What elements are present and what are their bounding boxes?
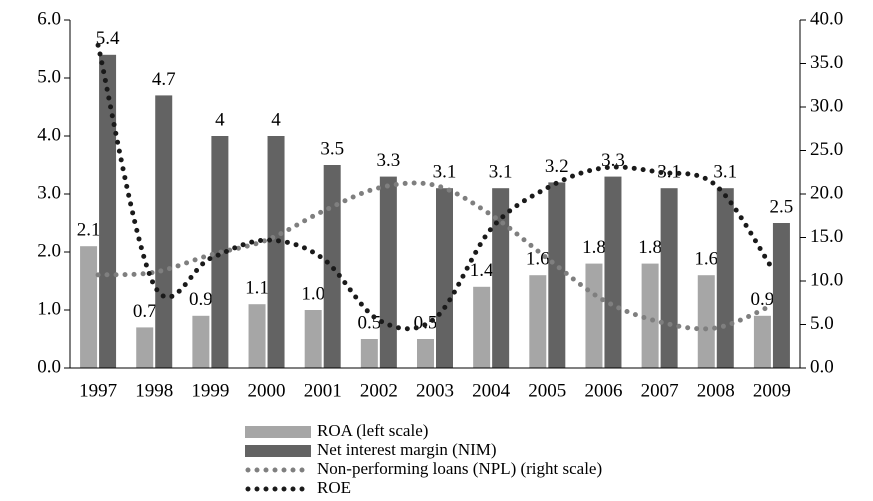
y-tick-label: 1.0 [37, 298, 61, 319]
value-label: 3.3 [601, 150, 625, 171]
legend-label: Net interest margin (NIM) [317, 440, 497, 459]
legend-swatch [245, 426, 311, 438]
value-label: 3.2 [545, 156, 569, 177]
value-label: 1.4 [470, 260, 494, 281]
y2-tick-label: 0.0 [810, 356, 834, 377]
bar [99, 54, 117, 369]
value-label: 0.7 [133, 301, 157, 322]
value-label: 3.5 [320, 138, 344, 159]
bar [379, 176, 397, 368]
y-tick-label: 0.0 [37, 356, 61, 377]
bar [436, 188, 453, 368]
x-tick-label: 2006 [584, 380, 622, 401]
value-label: 3.1 [489, 162, 513, 183]
bar [697, 275, 715, 368]
bar [80, 246, 98, 368]
y2-tick-label: 25.0 [810, 139, 843, 160]
y2-tick-label: 15.0 [810, 226, 843, 247]
bar [155, 95, 173, 369]
bar [660, 188, 678, 368]
bar [192, 315, 210, 368]
x-tick-label: 1997 [79, 380, 117, 401]
value-label: 4 [215, 109, 225, 130]
legend-label: Non-performing loans (NPL) (right scale) [317, 459, 602, 478]
bar [248, 304, 266, 368]
y-tick-label: 2.0 [37, 240, 61, 261]
y-tick-label: 4.0 [37, 124, 61, 145]
x-tick-label: 2004 [472, 380, 511, 401]
value-label: 1.6 [694, 249, 718, 270]
value-label: 0.5 [357, 312, 381, 333]
x-tick-label: 2008 [697, 380, 735, 401]
bar [304, 310, 322, 368]
value-label: 1.8 [582, 237, 606, 258]
value-label: 4 [271, 109, 281, 130]
x-tick-label: 2000 [248, 380, 286, 401]
y2-tick-label: 10.0 [810, 269, 843, 290]
bar [529, 275, 547, 368]
bar [473, 286, 491, 368]
x-tick-label: 2009 [753, 380, 791, 401]
x-tick-label: 2001 [304, 380, 342, 401]
y2-tick-label: 40.0 [810, 8, 843, 29]
value-label: 4.7 [152, 69, 176, 90]
x-tick-label: 2005 [528, 380, 566, 401]
legend-label: ROA (left scale) [317, 421, 428, 440]
y-tick-label: 6.0 [37, 8, 61, 29]
x-tick-label: 1999 [191, 380, 229, 401]
value-label: 3.1 [433, 162, 457, 183]
x-tick-label: 2007 [641, 380, 679, 401]
bar [548, 182, 566, 368]
bar [360, 339, 378, 368]
line [95, 180, 775, 332]
value-label: 3.3 [376, 150, 400, 171]
value-label: 0.9 [189, 289, 213, 310]
bar [417, 339, 434, 368]
value-label: 1.1 [245, 278, 269, 299]
value-label: 1.0 [301, 283, 325, 304]
bar [716, 188, 734, 368]
y2-tick-label: 5.0 [810, 313, 834, 334]
y-tick-label: 3.0 [37, 182, 61, 203]
x-tick-label: 2002 [360, 380, 398, 401]
bar [772, 223, 790, 368]
y2-tick-label: 20.0 [810, 182, 843, 203]
bar [753, 315, 771, 368]
value-label: 5.4 [96, 28, 120, 49]
value-label: 2.5 [770, 196, 794, 217]
y-tick-label: 5.0 [37, 66, 61, 87]
legend-label: ROE [317, 478, 351, 497]
x-tick-label: 2003 [416, 380, 454, 401]
bar [492, 188, 510, 368]
legend-swatch [245, 445, 311, 457]
x-tick-label: 1998 [135, 380, 173, 401]
value-label: 1.8 [638, 237, 662, 258]
value-label: 3.1 [713, 162, 737, 183]
value-label: 1.6 [526, 249, 550, 270]
y2-tick-label: 35.0 [810, 52, 843, 73]
y2-tick-label: 30.0 [810, 95, 843, 116]
value-label: 0.9 [751, 289, 775, 310]
bar [267, 136, 285, 368]
line [95, 42, 775, 332]
bar [585, 263, 603, 368]
bar [136, 327, 154, 368]
bar [641, 263, 659, 368]
value-label: 2.1 [77, 220, 101, 241]
bar [604, 176, 622, 368]
